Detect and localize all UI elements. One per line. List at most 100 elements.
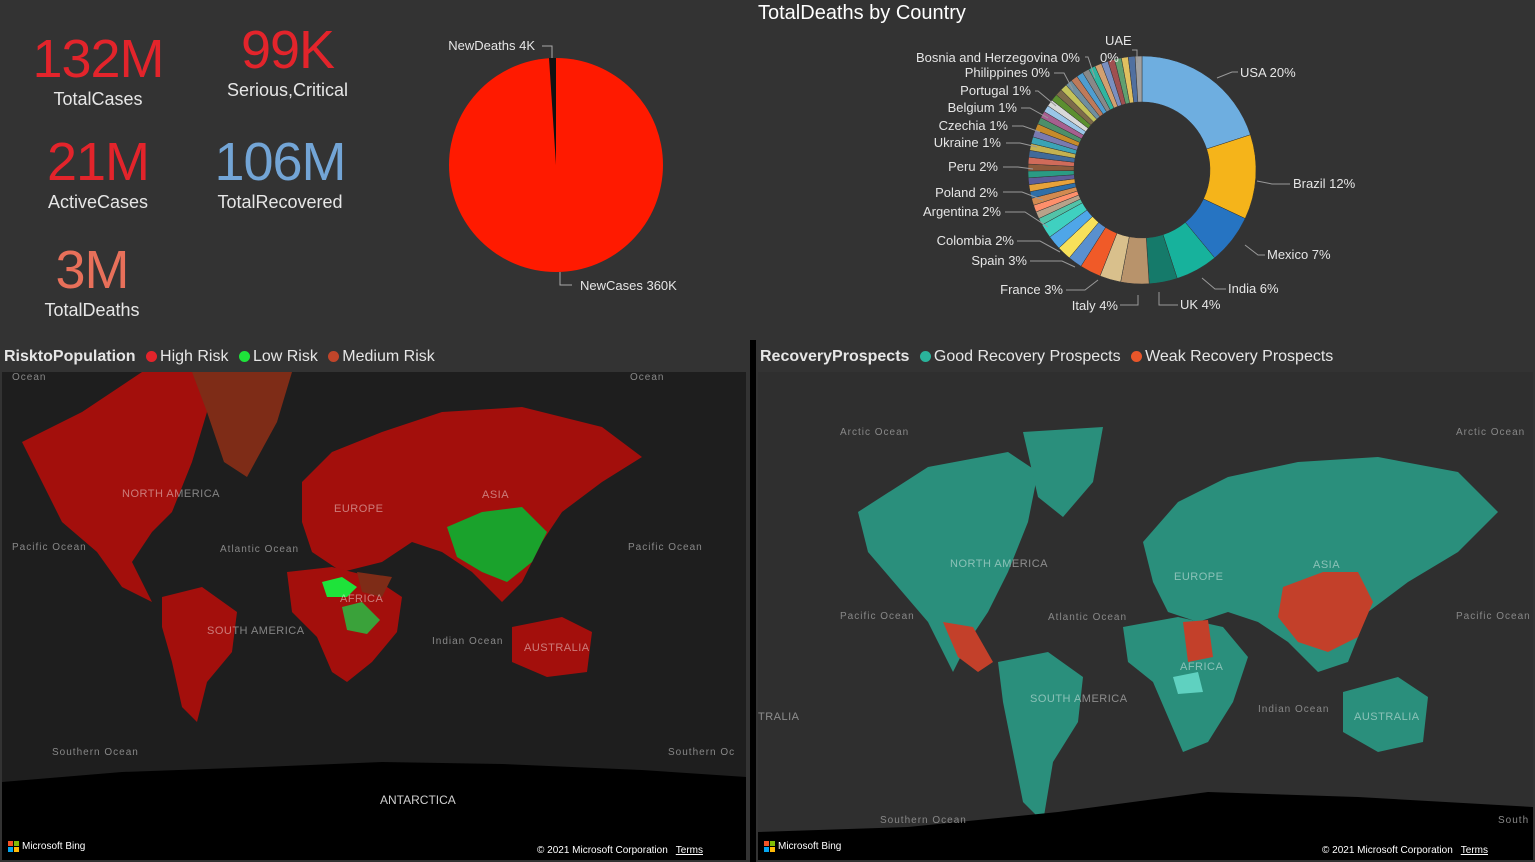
new-cases-pie-chart[interactable]: NewDeaths 4K NewCases 360K: [420, 30, 720, 310]
kpi-value: 3M: [55, 240, 129, 300]
region-australia[interactable]: [512, 617, 592, 677]
continent-label: NORTH AMERICA: [950, 558, 1048, 570]
legend-title: RecoveryProspects: [760, 348, 910, 365]
continent-label: SOUTH AMERICA: [207, 625, 305, 637]
donut-slices[interactable]: [1027, 55, 1257, 285]
terms-link[interactable]: Terms: [675, 845, 703, 856]
region-low-risk-africa-central[interactable]: [342, 602, 380, 634]
region-antarctica: [2, 762, 746, 860]
kpi-serious-critical[interactable]: 99K Serious,Critical: [205, 21, 370, 101]
region-eurasia[interactable]: [1143, 457, 1498, 672]
bing-attribution[interactable]: Microsoft Bing: [8, 841, 85, 852]
ocean-label: Atlantic Ocean: [220, 544, 299, 555]
continent-label: SOUTH AMERICA: [1030, 693, 1128, 705]
kpi-label: TotalCases: [53, 89, 143, 109]
label-usa: USA 20%: [1240, 65, 1296, 80]
label-india: India 6%: [1228, 281, 1279, 296]
kpi-value: 132M: [32, 29, 164, 89]
label-mexico: Mexico 7%: [1267, 247, 1331, 262]
risk-map-canvas[interactable]: Ocean Ocean Pacific Ocean Atlantic Ocean…: [2, 372, 746, 860]
kpi-label: ActiveCases: [47, 192, 149, 212]
region-south-america[interactable]: [162, 587, 237, 722]
ocean-label: Ocean: [12, 372, 46, 383]
region-good-africa[interactable]: [1173, 672, 1203, 694]
legend-dot-high: [146, 351, 158, 362]
continent-label: ASIA: [1313, 559, 1340, 571]
region-medium-risk-africa[interactable]: [357, 572, 392, 597]
continent-label: ANTARCTICA: [380, 793, 456, 807]
pie-label-new-deaths: NewDeaths 4K: [448, 38, 535, 53]
continent-label: EUROPE: [334, 503, 383, 515]
continent-label: TRALIA: [758, 711, 800, 723]
region-china[interactable]: [447, 507, 547, 582]
label-bosnia: Bosnia and Herzegovina 0%: [916, 50, 1080, 65]
kpi-value: 21M: [46, 132, 150, 192]
ocean-label: Indian Ocean: [1258, 704, 1330, 715]
region-north-america[interactable]: [858, 452, 1038, 672]
region-greenland[interactable]: [1023, 427, 1103, 517]
kpi-value: 106M: [214, 132, 346, 192]
legend-item-low-risk[interactable]: Low Risk: [252, 348, 318, 365]
label-uae-pct: 0%: [1100, 50, 1119, 65]
kpi-total-cases[interactable]: 132M TotalCases: [18, 30, 178, 110]
label-belgium: Belgium 1%: [948, 100, 1018, 115]
terms-link[interactable]: Terms: [1460, 845, 1488, 856]
label-peru: Peru 2%: [948, 159, 998, 174]
pie-slice-new-deaths[interactable]: [549, 57, 556, 165]
legend-dot-good: [919, 351, 931, 362]
label-france: France 3%: [1000, 282, 1063, 297]
legend-item-medium-risk[interactable]: Medium Risk: [342, 348, 435, 365]
region-africa[interactable]: [287, 567, 402, 682]
ocean-label: Pacific Ocean: [1456, 611, 1531, 622]
region-low-risk-africa-north[interactable]: [322, 577, 357, 597]
donut-title: TotalDeaths by Country: [758, 2, 966, 24]
region-greenland[interactable]: [192, 372, 292, 477]
legend-item-good-recovery[interactable]: Good Recovery Prospects: [933, 348, 1121, 365]
recovery-map[interactable]: Arctic Ocean Arctic Ocean Pacific Ocean …: [758, 372, 1533, 860]
legend-dot-medium: [328, 351, 340, 362]
region-south-america[interactable]: [998, 652, 1083, 822]
label-argentina: Argentina 2%: [923, 204, 1001, 219]
ocean-label: Southern Ocean: [52, 747, 139, 758]
bing-attribution[interactable]: Microsoft Bing: [764, 841, 841, 852]
region-antarctica: [758, 792, 1533, 860]
region-mexico[interactable]: [943, 622, 993, 672]
risk-map-panel: RisktoPopulation High Risk Low Risk Medi…: [0, 340, 750, 862]
label-italy: Italy 4%: [1072, 298, 1119, 313]
copyright-text: © 2021 Microsoft Corporation: [1322, 845, 1453, 856]
label-colombia: Colombia 2%: [937, 233, 1015, 248]
region-north-america[interactable]: [22, 372, 207, 602]
region-china[interactable]: [1278, 572, 1373, 652]
risk-map[interactable]: Ocean Ocean Pacific Ocean Atlantic Ocean…: [2, 372, 746, 860]
copyright: © 2021 Microsoft Corporation Terms: [537, 845, 703, 856]
region-weak-africa[interactable]: [1183, 620, 1213, 662]
continent-label: AFRICA: [340, 593, 384, 605]
label-portugal: Portugal 1%: [960, 83, 1031, 98]
ocean-label: Arctic Ocean: [840, 427, 909, 438]
donut-labels: USA 20% Brazil 12% Mexico 7% India 6% UK…: [916, 33, 1356, 313]
kpi-label: TotalDeaths: [44, 300, 140, 320]
top-panel: 132M TotalCases 99K Serious,Critical 21M…: [0, 0, 1535, 340]
kpi-total-recovered[interactable]: 106M TotalRecovered: [200, 133, 360, 213]
label-spain: Spain 3%: [971, 253, 1027, 268]
recovery-map-canvas[interactable]: Arctic Ocean Arctic Ocean Pacific Ocean …: [758, 372, 1533, 860]
ocean-label: Arctic Ocean: [1456, 427, 1525, 438]
continent-label: ASIA: [482, 489, 509, 501]
donut-slice[interactable]: [1141, 55, 1251, 150]
legend-title: RisktoPopulation: [4, 348, 136, 365]
label-ukraine: Ukraine 1%: [934, 135, 1002, 150]
kpi-active-cases[interactable]: 21M ActiveCases: [18, 133, 178, 213]
leader-line: [559, 272, 572, 286]
kpi-total-deaths[interactable]: 3M TotalDeaths: [12, 241, 172, 321]
leader-line: [542, 45, 553, 58]
legend-item-high-risk[interactable]: High Risk: [160, 348, 229, 365]
continent-label: AFRICA: [1180, 661, 1224, 673]
bing-label: Microsoft Bing: [778, 841, 842, 852]
legend-item-weak-recovery[interactable]: Weak Recovery Prospects: [1145, 348, 1334, 365]
region-australia[interactable]: [1343, 677, 1428, 752]
copyright-text: © 2021 Microsoft Corporation: [537, 845, 668, 856]
label-uae: UAE: [1105, 33, 1132, 48]
total-deaths-donut-chart[interactable]: USA 20% Brazil 12% Mexico 7% India 6% UK…: [880, 30, 1400, 320]
region-eurasia[interactable]: [302, 407, 642, 602]
ocean-label: Southern Oc: [668, 747, 735, 758]
